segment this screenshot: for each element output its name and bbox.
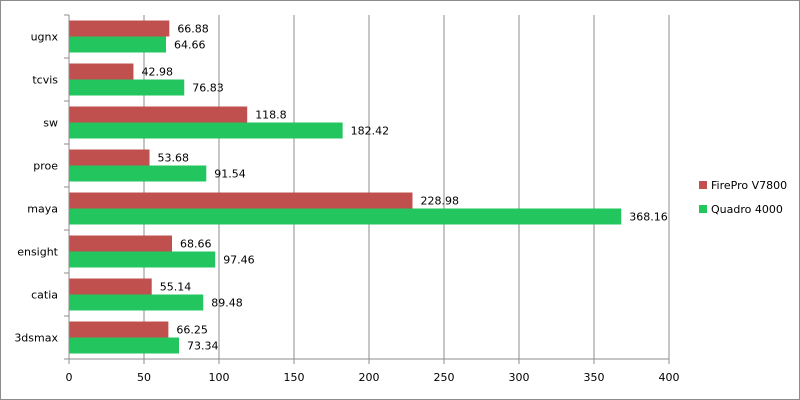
x-tick-label: 50: [137, 371, 151, 384]
bars: [69, 20, 622, 354]
x-tick-label: 250: [434, 371, 455, 384]
legend-label-quadro: Quadro 4000: [711, 203, 783, 216]
bar-catia-firepro: [69, 278, 152, 295]
legend-swatch-firepro: [699, 181, 707, 189]
legend-swatch-quadro: [699, 205, 707, 213]
category-label-maya: maya: [27, 203, 58, 216]
category-label-tcvis: tcvis: [32, 74, 58, 87]
x-tick-label: 100: [209, 371, 230, 384]
data-label: 53.68: [158, 152, 190, 165]
data-label: 42.98: [141, 66, 173, 79]
bar-maya-firepro: [69, 192, 413, 209]
bar-tcvis-firepro: [69, 63, 134, 80]
bar-ugnx-quadro: [69, 36, 166, 53]
x-tick-labels: 0 50 100 150 200 250 300 350 400: [66, 371, 680, 384]
data-labels: 66.88 64.66 42.98 76.83 118.8 182.42 53.68 91.5…: [141, 23, 667, 353]
data-label: 64.66: [174, 39, 206, 52]
bar-sw-firepro: [69, 106, 248, 123]
data-label: 76.83: [192, 82, 224, 95]
category-label-ensight: ensight: [17, 246, 58, 259]
bar-ensight-firepro: [69, 235, 172, 252]
category-label-ugnx: ugnx: [31, 31, 59, 44]
data-label: 118.8: [255, 109, 287, 122]
x-tick-label: 200: [359, 371, 380, 384]
data-label: 368.16: [629, 211, 668, 224]
bar-proe-firepro: [69, 149, 150, 166]
x-tick-label: 400: [659, 371, 680, 384]
x-tick-label: 0: [66, 371, 73, 384]
data-label: 55.14: [160, 281, 192, 294]
category-label-sw: sw: [43, 117, 58, 130]
data-label: 89.48: [211, 297, 243, 310]
bar-sw-quadro: [69, 122, 343, 139]
data-label: 91.54: [214, 168, 246, 181]
bar-3dsmax-quadro: [69, 337, 180, 354]
data-label: 73.34: [187, 340, 219, 353]
bar-ensight-quadro: [69, 251, 216, 268]
category-label-catia: catia: [31, 289, 58, 302]
data-label: 66.25: [176, 324, 208, 337]
bar-maya-quadro: [69, 208, 622, 225]
legend-label-firepro: FirePro V7800: [711, 179, 787, 192]
data-label: 97.46: [223, 254, 255, 267]
legend: FirePro V7800 Quadro 4000: [699, 179, 787, 216]
gridlines: [143, 15, 670, 359]
data-label: 68.66: [180, 238, 212, 251]
category-labels: ugnx tcvis sw proe maya ensight catia 3dsmax: [14, 31, 58, 345]
x-tick-label: 150: [284, 371, 305, 384]
data-label: 182.42: [351, 125, 390, 138]
axes: [64, 14, 670, 364]
data-label: 228.98: [420, 195, 459, 208]
bar-catia-quadro: [69, 294, 204, 311]
bar-ugnx-firepro: [69, 20, 170, 37]
bar-3dsmax-firepro: [69, 321, 169, 338]
x-tick-label: 300: [509, 371, 530, 384]
bar-tcvis-quadro: [69, 79, 185, 96]
data-label: 66.88: [177, 23, 209, 36]
category-label-proe: proe: [33, 160, 58, 173]
category-label-3dsmax: 3dsmax: [14, 332, 58, 345]
x-tick-label: 350: [584, 371, 605, 384]
bar-proe-quadro: [69, 165, 207, 182]
